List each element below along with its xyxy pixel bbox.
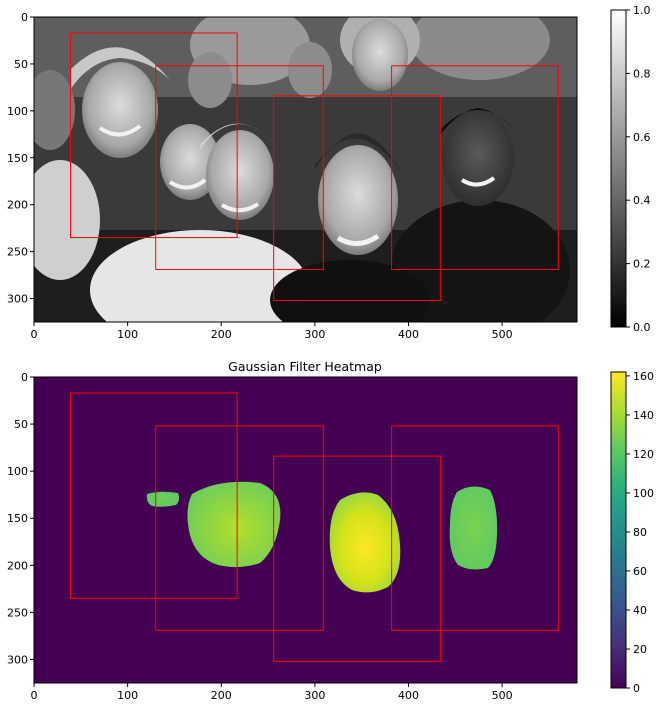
- y-tick-label: 50: [14, 58, 28, 71]
- heatmap-x-ticks: 0 100 200 300 400 500: [31, 683, 513, 702]
- heatmap-blob: [146, 491, 180, 507]
- heatmap-colorbar: 0 20 40 60 80 100 120 140 160: [610, 370, 654, 695]
- y-tick-label: 50: [14, 418, 28, 431]
- x-tick-label: 0: [31, 328, 38, 341]
- y-tick-label: 0: [21, 371, 28, 384]
- photo-detection-boxes: [70, 32, 559, 301]
- detection-box: [70, 32, 238, 239]
- detection-box: [273, 455, 441, 662]
- colorbar-tick-label: 0.4: [633, 194, 651, 207]
- x-tick-label: 100: [117, 328, 138, 341]
- heatmap-y-ticks: 0 50 100 150 200 250 300: [7, 371, 34, 666]
- colorbar-tick-label: 80: [633, 526, 647, 539]
- colorbar-tick-label: 1.0: [633, 4, 651, 17]
- y-tick-label: 0: [21, 11, 28, 24]
- colorbar-tick-label: 120: [633, 448, 654, 461]
- y-tick-label: 300: [7, 653, 28, 666]
- colorbar-tick-label: 160: [633, 370, 654, 383]
- photo-panel: 0 100 200 300 400 500 0 50 100 150 200 250 300: [7, 11, 578, 341]
- colorbar-tick-label: 40: [633, 604, 647, 617]
- detection-box: [70, 392, 238, 599]
- photo-image: [34, 17, 577, 322]
- colorbar-tick-label: 0.0: [633, 321, 651, 334]
- detection-box: [155, 425, 324, 631]
- detection-box: [391, 425, 559, 631]
- y-tick-label: 250: [7, 246, 28, 259]
- x-tick-label: 500: [492, 328, 513, 341]
- heatmap-panel: Gaussian Filter Heatmap 0 100 200 300 400 500…: [7, 359, 578, 702]
- photo-x-ticks: 0 100 200 300 400 500: [31, 322, 513, 341]
- x-tick-label: 100: [117, 689, 138, 702]
- heatmap-axes-frame: [33, 376, 578, 684]
- photo-colorbar: 0.0 0.2 0.4 0.6 0.8 1.0: [610, 4, 651, 334]
- x-tick-label: 300: [304, 328, 325, 341]
- y-tick-label: 300: [7, 293, 28, 306]
- colorbar-tick-label: 100: [633, 487, 654, 500]
- colorbar-tick-label: 140: [633, 409, 654, 422]
- y-tick-label: 250: [7, 606, 28, 619]
- detection-box: [155, 65, 324, 270]
- detection-box: [391, 65, 559, 270]
- heatmap-image: [34, 377, 577, 683]
- x-tick-label: 400: [398, 689, 419, 702]
- heatmap-blob: [187, 481, 281, 568]
- y-tick-label: 100: [7, 465, 28, 478]
- x-tick-label: 400: [398, 328, 419, 341]
- y-tick-label: 150: [7, 152, 28, 165]
- y-tick-label: 200: [7, 199, 28, 212]
- x-tick-label: 300: [304, 689, 325, 702]
- x-tick-label: 200: [211, 328, 232, 341]
- detection-box: [273, 95, 441, 301]
- photo-axes-frame: [33, 16, 578, 323]
- colorbar-tick-label: 0.2: [633, 258, 651, 271]
- y-tick-label: 100: [7, 105, 28, 118]
- x-tick-label: 200: [211, 689, 232, 702]
- heatmap-detection-boxes: [70, 392, 559, 662]
- x-tick-label: 0: [31, 689, 38, 702]
- y-tick-label: 150: [7, 512, 28, 525]
- y-tick-label: 200: [7, 559, 28, 572]
- x-tick-label: 500: [492, 689, 513, 702]
- colorbar-tick-label: 60: [633, 565, 647, 578]
- colorbar-tick-label: 20: [633, 643, 647, 656]
- heatmap-blob: [449, 486, 498, 570]
- heatmap-blob: [329, 492, 401, 593]
- colorbar-tick-label: 0.8: [633, 67, 651, 80]
- colorbar-tick-label: 0.6: [633, 131, 651, 144]
- photo-y-ticks: 0 50 100 150 200 250 300: [7, 11, 34, 306]
- heatmap-title: Gaussian Filter Heatmap: [228, 359, 382, 374]
- colorbar-tick-label: 0: [633, 682, 640, 695]
